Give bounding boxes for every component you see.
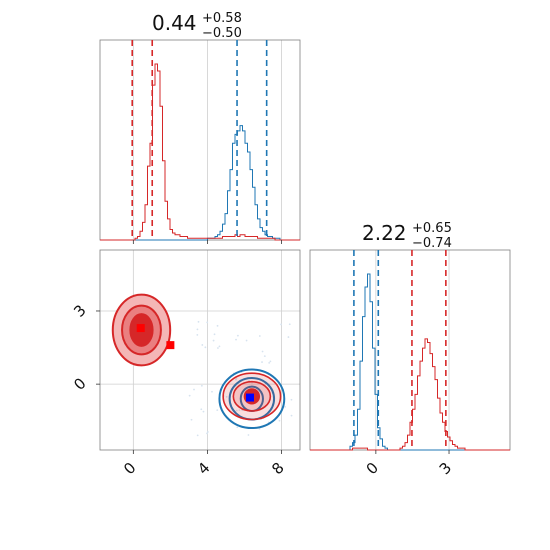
scatter-point: [247, 434, 250, 436]
scatter-point: [206, 321, 209, 324]
hist-param1-frame: [99, 39, 301, 241]
marker-series-a: [246, 393, 254, 402]
scatter-point: [218, 345, 221, 348]
hist-param2-frame: [309, 249, 511, 451]
title-param2-upper: +0.65: [412, 221, 452, 236]
scatter-point: [216, 324, 219, 327]
marker-series-b: [166, 341, 175, 350]
scatter-2d-panel: 0 4 8 0 3: [70, 249, 301, 478]
scatter-point: [206, 432, 208, 435]
scatter-point: [193, 388, 195, 391]
title-param2-lower: −0.74: [412, 236, 452, 251]
scatter-point: [211, 390, 213, 393]
scatter-point: [204, 346, 207, 349]
title-param2-value: 2.22: [362, 221, 407, 245]
scatter-point: [238, 409, 241, 412]
scatter-point: [236, 426, 239, 429]
scatter-point: [200, 384, 203, 387]
scatter-point: [217, 347, 219, 349]
x-tick-label: 4: [194, 459, 213, 478]
title-param2: 2.22 +0.65 −0.74: [362, 221, 452, 251]
y-tick-label: 0: [70, 374, 89, 393]
scatter-point: [216, 409, 219, 411]
scatter-point: [284, 405, 287, 408]
scatter-point: [190, 418, 193, 421]
x-tick-label: 3: [436, 459, 455, 478]
scatter-point: [278, 419, 281, 422]
scatter-point: [212, 339, 215, 342]
scatter-point: [245, 339, 248, 342]
scatter-point: [280, 323, 282, 326]
scatter-point: [258, 335, 261, 337]
scatter-point: [235, 378, 237, 381]
scatter-point: [202, 410, 205, 413]
x-tick-label: 0: [120, 459, 139, 478]
scatter-point: [263, 355, 266, 358]
y-tick-label: 3: [70, 301, 89, 320]
hist-series-a: [100, 125, 300, 241]
scatter-point: [290, 398, 293, 401]
scatter-point: [196, 328, 199, 331]
scatter-point: [236, 334, 239, 337]
scatter-point: [200, 408, 203, 411]
scatter-point: [201, 344, 204, 346]
scatter-point: [235, 409, 238, 412]
scatter-point: [196, 434, 199, 437]
title-param1-upper: +0.58: [202, 11, 242, 26]
scatter-point: [188, 394, 191, 397]
hist-series-b: [100, 63, 300, 241]
scatter-2d-frame: [99, 249, 301, 451]
scatter-point: [288, 323, 291, 326]
scatter-point: [287, 336, 290, 338]
contour-series-a: [218, 368, 286, 430]
hist-param1-panel: [99, 39, 301, 244]
scatter-point: [261, 361, 263, 363]
scatter-point: [290, 414, 293, 417]
scatter-point: [225, 395, 228, 398]
title-param1-value: 0.44: [152, 11, 197, 35]
scatter-point: [261, 350, 264, 353]
hist-series-b: [310, 338, 510, 451]
scatter-point: [235, 338, 237, 341]
scatter-point: [213, 333, 216, 336]
title-param1-lower: −0.50: [202, 26, 242, 41]
x-tick-label: 8: [268, 459, 287, 478]
scatter-point: [196, 334, 199, 336]
scatter-point: [269, 360, 272, 363]
marker-series-b: [136, 324, 145, 333]
scatter-point: [206, 431, 209, 433]
scatter-point: [268, 361, 271, 364]
x-tick-label: 0: [363, 459, 382, 478]
title-param1: 0.44 +0.58 −0.50: [152, 11, 242, 41]
scatter-point: [197, 320, 200, 323]
